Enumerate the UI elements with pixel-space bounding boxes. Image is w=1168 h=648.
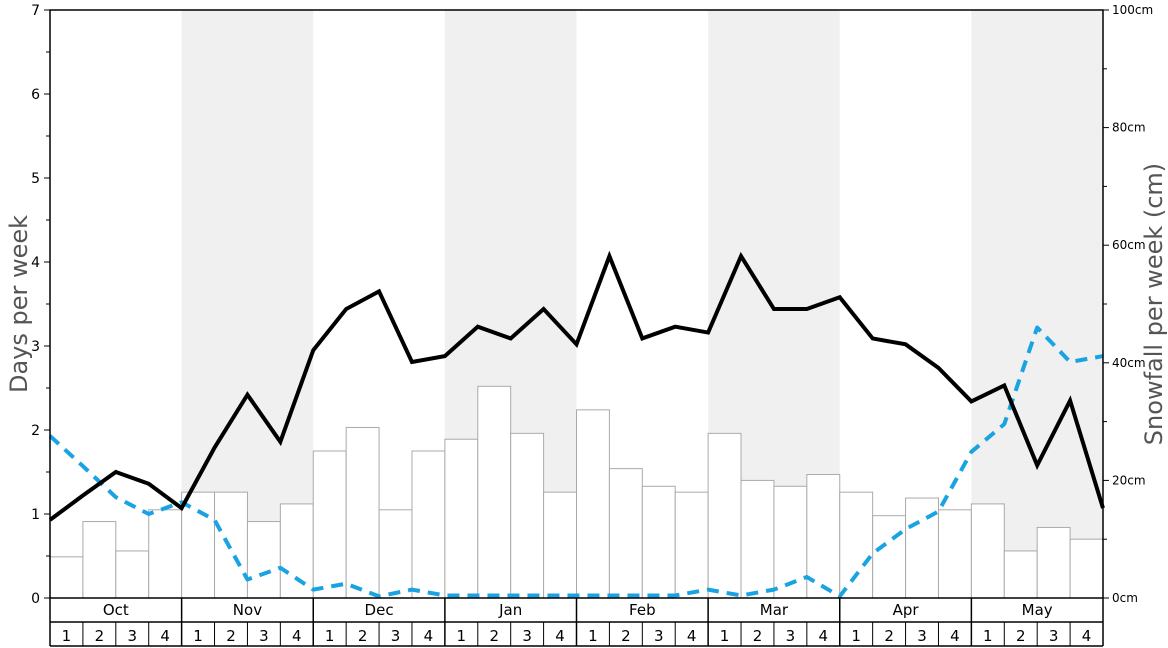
snowfall-bar (806, 474, 841, 599)
right-tick-label: 0cm (1112, 591, 1138, 605)
solid-series-line (48, 250, 1105, 522)
week-label: 4 (292, 627, 302, 645)
snowfall-bar (477, 385, 512, 599)
week-label: 3 (522, 627, 532, 645)
snowfall-bar (839, 491, 874, 599)
left-tick-label: 6 (31, 87, 40, 103)
snowfall-bar (148, 509, 183, 599)
week-label: 4 (819, 627, 829, 645)
week-label: 3 (259, 627, 269, 645)
snowfall-bar (1036, 526, 1071, 599)
week-label: 4 (160, 627, 170, 645)
month-label: Oct (103, 601, 129, 619)
left-tick-label: 7 (31, 3, 40, 19)
snowfall-bar (279, 503, 314, 599)
right-axis-title: Snowfall per week (cm) (1140, 163, 1168, 445)
week-label: 4 (1082, 627, 1092, 645)
week-label: 1 (325, 627, 335, 645)
left-tick-label: 5 (31, 171, 40, 187)
week-label: 1 (588, 627, 598, 645)
snowfall-bar (1069, 538, 1104, 599)
week-label: 4 (687, 627, 697, 645)
week-label: 3 (391, 627, 401, 645)
left-tick-label: 1 (31, 507, 40, 523)
snowfall-bar (740, 479, 775, 599)
week-label: 3 (786, 627, 796, 645)
week-label: 2 (753, 627, 763, 645)
week-label: 4 (555, 627, 565, 645)
right-tick-label: 20cm (1112, 473, 1146, 487)
week-label: 2 (884, 627, 894, 645)
week-label: 3 (1049, 627, 1059, 645)
snowfall-bar (872, 515, 907, 599)
snowfall-bar (970, 503, 1005, 599)
left-tick-label: 4 (31, 255, 40, 271)
snowfall-bar (82, 521, 117, 599)
snowfall-bar (510, 432, 545, 599)
month-label: Dec (365, 601, 394, 619)
week-label: 3 (127, 627, 137, 645)
snowfall-bar (608, 468, 643, 599)
snowfall-bar (1003, 550, 1038, 599)
week-label: 2 (621, 627, 631, 645)
snowfall-bar (214, 491, 248, 599)
snowfall-bar (411, 450, 446, 599)
week-label: 1 (983, 627, 993, 645)
week-label: 1 (457, 627, 467, 645)
week-label: 1 (851, 627, 861, 645)
snowfall-bar (576, 409, 610, 599)
right-tick-label: 40cm (1112, 356, 1146, 370)
month-label: Apr (893, 601, 920, 619)
month-shade-band (971, 10, 1103, 598)
left-axis-title: Days per week (5, 215, 33, 393)
week-label: 4 (424, 627, 434, 645)
month-label: Mar (760, 601, 789, 619)
week-label: 4 (950, 627, 960, 645)
month-label: Jan (498, 601, 522, 619)
left-tick-label: 0 (31, 591, 40, 607)
week-label: 1 (193, 627, 203, 645)
week-label: 2 (358, 627, 368, 645)
month-label: Feb (629, 601, 656, 619)
snowfall-bar (641, 485, 676, 599)
week-label: 2 (1016, 627, 1026, 645)
snowfall-bar (378, 509, 413, 599)
snowfall-bar (115, 550, 150, 599)
snowfall-bar (246, 521, 281, 599)
week-label: 3 (654, 627, 664, 645)
snowfall-bar (543, 491, 577, 599)
week-label: 2 (226, 627, 236, 645)
snowfall-bar (773, 485, 808, 599)
right-tick-label: 80cm (1112, 121, 1146, 135)
month-label: May (1022, 601, 1053, 619)
snowfall-bar (444, 438, 479, 599)
right-tick-label: 100cm (1112, 3, 1153, 17)
snowfall-bar (707, 432, 742, 599)
left-tick-label: 2 (31, 423, 40, 439)
left-tick-label: 3 (31, 339, 40, 355)
week-label: 3 (917, 627, 927, 645)
snowfall-bar (181, 491, 216, 599)
week-label: 2 (95, 627, 105, 645)
snowfall-bar (345, 426, 380, 599)
week-label: 1 (62, 627, 72, 645)
snowfall-bar (937, 509, 972, 599)
week-label: 2 (489, 627, 499, 645)
snowfall-bar (312, 450, 347, 599)
week-label: 1 (720, 627, 730, 645)
snowfall-bar (674, 491, 709, 599)
dashed-series-line (48, 325, 1104, 599)
snowfall-bar (49, 556, 84, 599)
month-label: Nov (233, 601, 262, 619)
right-tick-label: 60cm (1112, 238, 1146, 252)
